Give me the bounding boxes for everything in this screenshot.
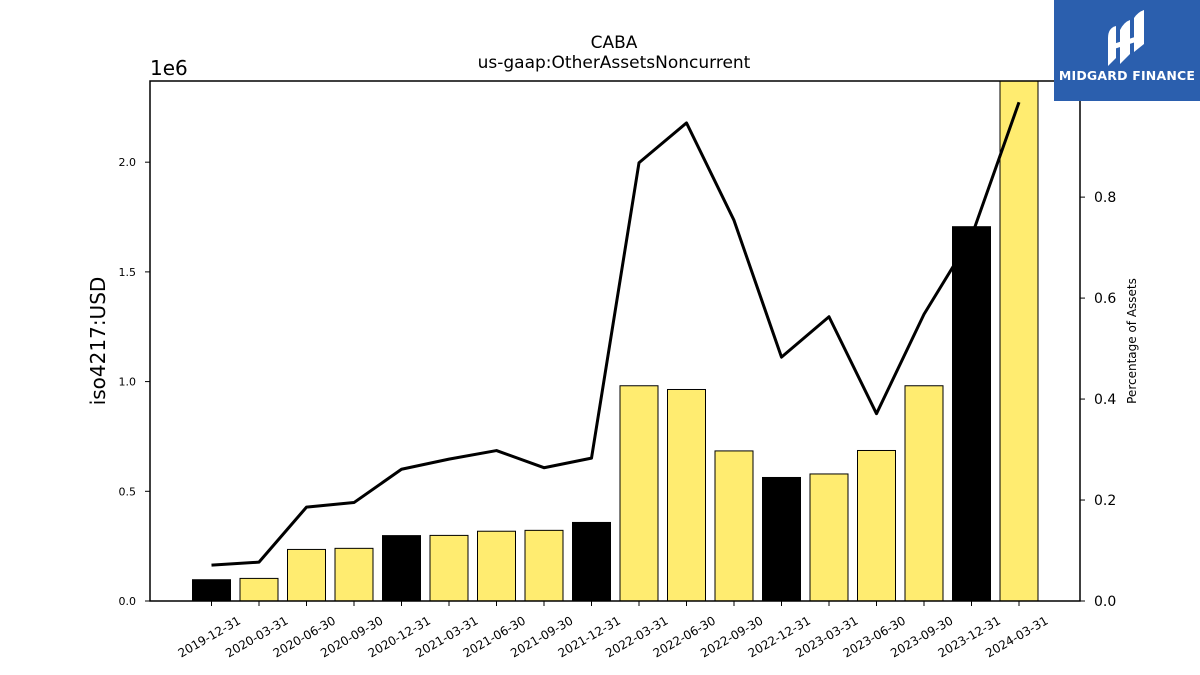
bar-2022-03-31 [619,385,659,602]
y2-tick-label: 0.6 [1094,291,1116,307]
y-tick-label: 1.0 [119,376,137,389]
y2-tick-label: 0.4 [1094,392,1116,408]
bar-2023-03-31 [809,473,849,602]
bar-2022-12-31 [762,476,801,602]
plot-frame [149,80,1081,602]
bar-2021-03-31 [429,534,469,602]
y2-tick-label: 0.2 [1094,493,1116,509]
y-axis-label: iso4217:USD [86,277,110,406]
y2-tick-label: 0.0 [1094,594,1116,610]
line-layer [211,101,1021,567]
bar-2020-09-30 [334,547,374,602]
bar-2020-06-30 [287,548,326,602]
y-tick-label: 1.5 [119,266,137,279]
bar-2021-06-30 [477,530,516,602]
bar-2023-09-30 [904,385,944,602]
y2-axis-label: Percentage of Assets [1125,278,1139,404]
chart-subtitle: us-gaap:OtherAssetsNoncurrent [478,53,751,73]
chart-title: CABA [591,33,638,53]
bar-2024-03-31 [999,80,1039,602]
bar-2020-03-31 [239,577,279,602]
y2-tick-label: 0.8 [1094,190,1116,206]
bar-2019-12-31 [192,579,231,602]
bar-2023-12-31 [952,226,991,602]
y-axis-offset-label: 1e6 [150,56,188,80]
bar-2020-12-31 [382,535,421,602]
bar-2022-09-30 [714,450,754,602]
bar-2021-12-31 [572,521,611,602]
logo-text: MIDGARD FINANCE [1058,68,1196,83]
bar-2023-06-30 [857,449,896,602]
y-tick-label: 0.5 [119,485,137,498]
y-tick-label: 0.0 [119,595,137,608]
bars-layer [192,80,1039,602]
bar-2021-09-30 [524,529,564,602]
y-tick-label: 2.0 [119,156,137,169]
logo-badge: MIDGARD FINANCE [1054,0,1200,101]
midgard-logo-icon [1108,10,1144,66]
percentage-line [211,101,1021,567]
bar-2022-06-30 [667,388,706,602]
